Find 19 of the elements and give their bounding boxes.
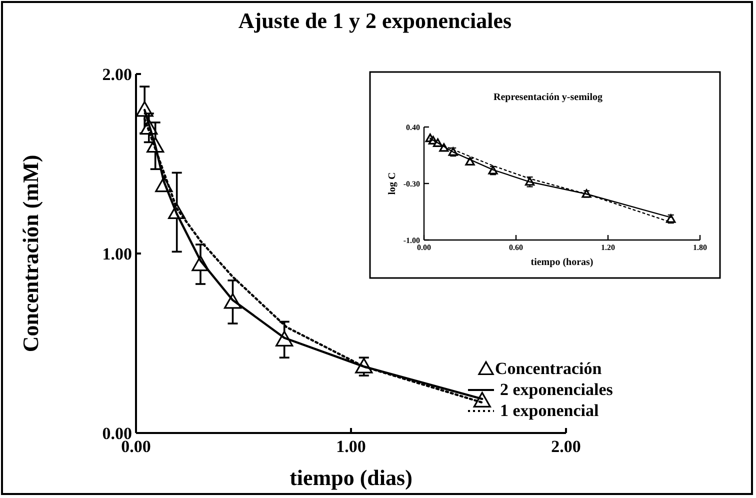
y-tick-label: -1.00 [403, 236, 420, 245]
x-axis-title: tiempo (horas) [530, 257, 594, 268]
legend-label: Concentración [495, 359, 602, 378]
x-tick-label: 1.80 [693, 243, 707, 252]
y-axis-title: Concentración (mM) [18, 154, 43, 352]
chart-title: Ajuste de 1 y 2 exponenciales [238, 8, 512, 33]
y-axis-title: log C [387, 172, 398, 195]
x-tick-label: 0.00 [417, 243, 431, 252]
y-tick-label: 0.40 [406, 122, 420, 132]
legend-label: 2 exponenciales [500, 380, 614, 399]
x-tick-label: 2.00 [551, 437, 581, 456]
x-tick-label: 0.60 [509, 243, 523, 252]
x-axis-title: tiempo (dias) [290, 465, 412, 490]
chart-title: Representación y-semilog [494, 92, 602, 103]
legend-label: 1 exponencial [500, 401, 599, 420]
y-tick-label: 2.00 [102, 64, 132, 84]
x-tick-label: 1.00 [336, 437, 366, 456]
y-tick-label: -0.30 [403, 179, 420, 188]
x-tick-label: 1.20 [601, 243, 615, 252]
